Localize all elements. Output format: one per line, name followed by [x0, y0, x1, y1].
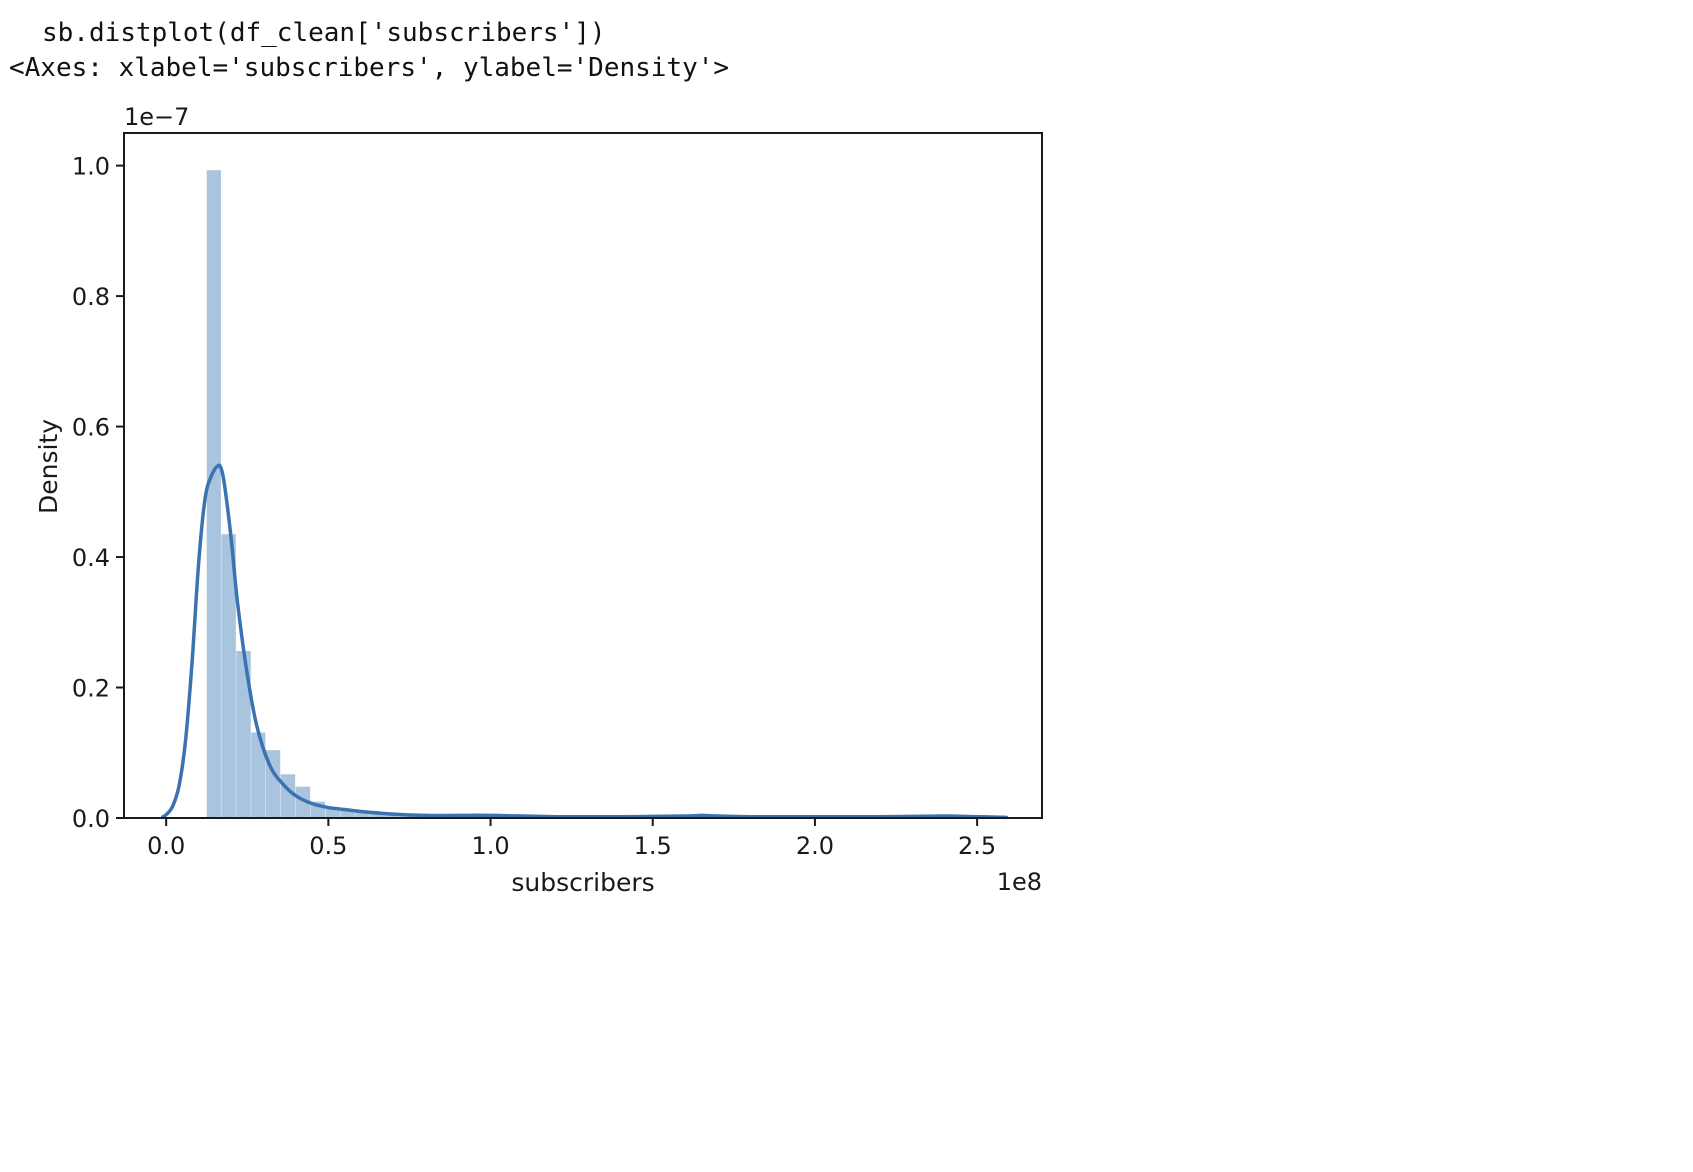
kde-layer	[161, 463, 1009, 820]
y-tick-label: 0.6	[72, 414, 110, 442]
kde-line	[161, 463, 1009, 820]
histogram-bar	[221, 534, 236, 818]
y-axis-label: Density	[34, 419, 63, 514]
histogram-bar	[385, 814, 400, 818]
x-tick-label: 2.5	[958, 832, 996, 860]
histogram-bar	[295, 786, 311, 818]
x-offset-label: 1e8	[997, 868, 1042, 896]
y-axis-ticks: 0.0 0.2 0.4 0.6 0.8 1.0	[72, 153, 124, 833]
histogram-bar	[400, 815, 415, 818]
histogram-bar	[236, 650, 251, 818]
histogram-bar	[325, 806, 340, 818]
histogram-bar	[251, 732, 266, 818]
x-tick-label: 0.5	[309, 832, 347, 860]
y-tick-label: 1.0	[72, 153, 110, 181]
axes-repr-output: <Axes: xlabel='subscribers', ylabel='Den…	[9, 53, 730, 83]
x-tick-label: 1.5	[634, 832, 672, 860]
y-tick-label: 0.0	[72, 805, 110, 833]
histogram-bars	[206, 170, 997, 818]
x-axis-label: subscribers	[511, 868, 654, 897]
x-tick-label: 1.0	[471, 832, 509, 860]
histogram-bar	[206, 170, 221, 818]
histogram-bar	[370, 813, 385, 818]
histogram-bar	[280, 774, 296, 818]
code-input-line: sb.distplot(df_clean['subscribers'])	[42, 18, 606, 48]
y-tick-label: 0.4	[72, 544, 110, 572]
y-offset-label: 1e−7	[124, 103, 189, 131]
plot-frame	[123, 132, 1043, 819]
x-tick-label: 2.0	[796, 832, 834, 860]
y-tick-label: 0.2	[72, 675, 110, 703]
x-tick-label: 0.0	[147, 832, 185, 860]
y-tick-label: 0.8	[72, 283, 110, 311]
x-axis-ticks: 0.0 0.5 1.0 1.5 2.0 2.5	[147, 818, 996, 860]
histogram-bar	[355, 812, 370, 818]
histogram-bar	[340, 810, 355, 818]
